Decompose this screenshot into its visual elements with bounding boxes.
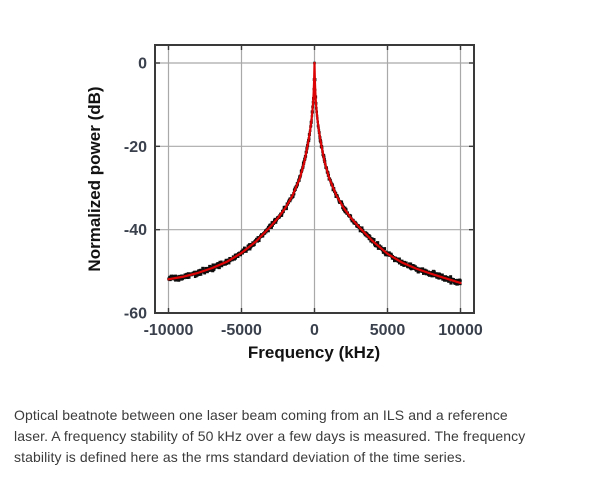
caption-line: stability is defined here as the rms sta…: [14, 449, 466, 465]
x-axis-label: Frequency (kHz): [248, 343, 380, 362]
y-tick-label: -40: [124, 222, 147, 239]
x-tick-label: -5000: [221, 322, 262, 339]
caption-line: Optical beatnote between one laser beam …: [14, 407, 508, 423]
y-tick-label: -60: [124, 306, 147, 323]
fit-line-path: [167, 61, 462, 285]
y-tick-label: 0: [138, 56, 147, 73]
x-tick-label: -10000: [144, 322, 194, 339]
y-tick-label: -20: [124, 139, 147, 156]
beatnote-spectrum-chart: -10000 -5000 0 5000 10000 0 -20 -40 -60 Frequenc…: [85, 44, 483, 362]
x-tick-label: 5000: [370, 322, 406, 339]
figure-caption: Optical beatnote between one laser beam …: [14, 405, 596, 468]
y-axis-label: Normalized power (dB): [85, 86, 104, 271]
fit-line: [167, 61, 462, 285]
spectrum-figure: -10000 -5000 0 5000 10000 0 -20 -40 -60 Frequenc…: [85, 44, 483, 362]
x-tick-label: 0: [310, 322, 319, 339]
axis-tick-labels: -10000 -5000 0 5000 10000 0 -20 -40 -60: [124, 56, 483, 340]
axis-tick-marks: [155, 45, 474, 314]
caption-line: laser. A frequency stability of 50 kHz o…: [14, 428, 526, 444]
x-tick-label: 10000: [438, 322, 483, 339]
